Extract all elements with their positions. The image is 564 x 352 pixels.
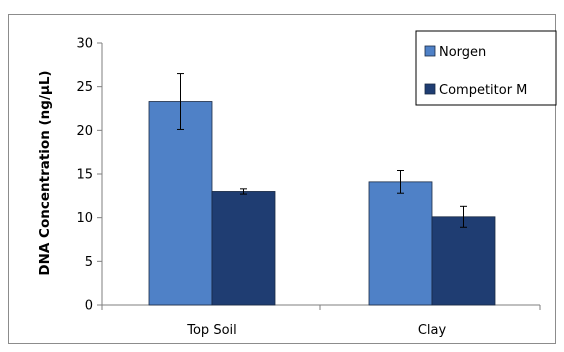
bar-norgen: [368, 181, 433, 306]
bar-competitor-m: [431, 216, 496, 306]
y-axis-title: DNA Concentration (ng/μL): [37, 70, 53, 275]
legend-box: [415, 30, 557, 106]
y-tick-label: 25: [76, 80, 93, 95]
legend: Norgen Competitor M: [415, 30, 557, 106]
y-tick-label: 30: [76, 37, 93, 52]
legend-swatch: [424, 83, 436, 95]
y-tick-label: 20: [76, 124, 93, 139]
x-category-label: Clay: [418, 323, 447, 338]
y-tick-label: 15: [76, 168, 93, 183]
x-category-label: Top Soil: [186, 323, 237, 338]
legend-label: Norgen: [439, 45, 486, 60]
legend-label: Competitor M: [439, 83, 527, 98]
bar-competitor-m: [211, 191, 276, 306]
y-tick-label: 10: [76, 211, 93, 226]
bar-norgen: [148, 101, 213, 306]
y-tick-label: 5: [85, 255, 93, 270]
plot-area: 0 5 10 15 20 25 30 Top Soil Clay: [76, 37, 541, 338]
y-tick-label: 0: [85, 299, 93, 314]
legend-swatch: [424, 45, 436, 57]
